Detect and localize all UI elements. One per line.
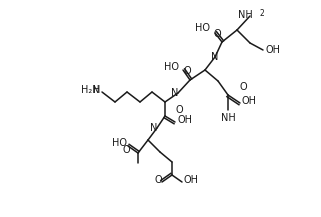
Text: H: H — [93, 85, 100, 95]
Text: OH: OH — [184, 175, 199, 185]
Text: O: O — [122, 145, 130, 155]
Text: O: O — [176, 105, 184, 115]
Text: HO: HO — [195, 23, 210, 33]
Text: H₂N: H₂N — [82, 85, 100, 95]
Text: NH: NH — [221, 113, 235, 123]
Text: N: N — [211, 52, 219, 62]
Text: N: N — [150, 123, 157, 133]
Text: O: O — [154, 175, 162, 185]
Text: HO: HO — [164, 62, 179, 72]
Text: OH: OH — [177, 115, 192, 125]
Text: OH: OH — [242, 96, 257, 106]
Text: 2: 2 — [260, 8, 265, 18]
Text: O: O — [183, 66, 191, 76]
Text: OH: OH — [265, 45, 280, 55]
Text: HO: HO — [112, 138, 127, 148]
Text: N: N — [171, 88, 178, 98]
Text: O: O — [240, 82, 247, 92]
Text: O: O — [214, 29, 221, 39]
Text: NH: NH — [238, 10, 253, 20]
